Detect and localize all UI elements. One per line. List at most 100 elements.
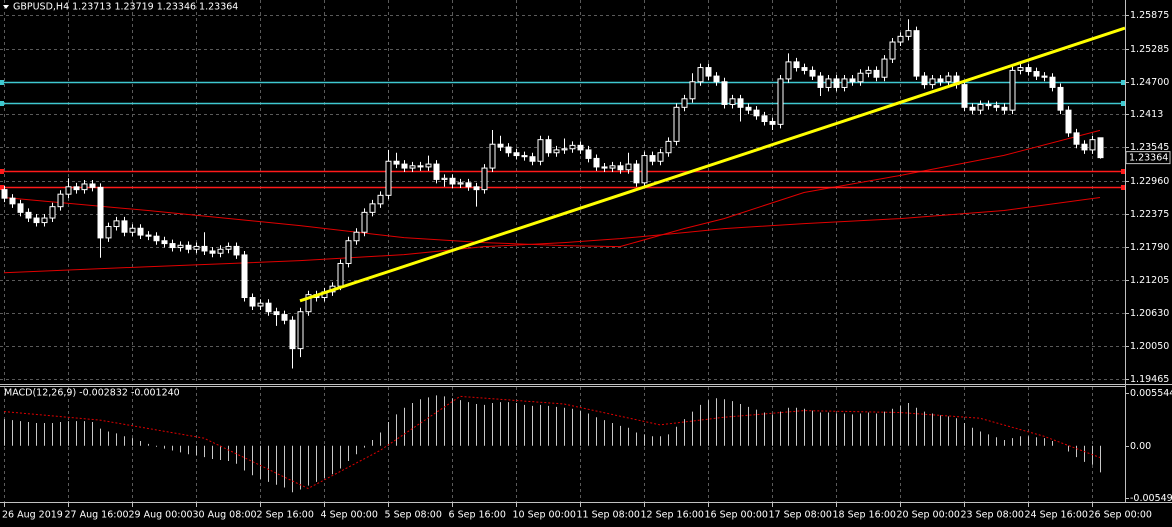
candle-body [649, 155, 656, 162]
symbol-icon [3, 5, 9, 9]
candle-body [657, 152, 664, 162]
candle-body [865, 69, 872, 74]
candle-body [553, 149, 560, 154]
candle-body [809, 69, 816, 77]
candle-body [889, 41, 896, 60]
candle-body [185, 244, 192, 250]
candle-body [1081, 143, 1088, 151]
candle-body [913, 30, 920, 77]
candle-body [665, 140, 672, 154]
candle-body [937, 78, 944, 83]
candle-body [497, 143, 504, 148]
candle-body [113, 220, 120, 228]
level-handle [0, 101, 4, 106]
last-price-label: 1.23364 [1129, 153, 1168, 164]
x-tick-label: 12 Sep 16:00 [641, 510, 704, 521]
candle-body [825, 78, 832, 88]
candle-body [377, 194, 384, 205]
candle-body [393, 160, 400, 165]
candle-body [705, 67, 712, 77]
candle-body [985, 103, 992, 107]
candle-body [593, 157, 600, 168]
y-tick-label: 1.20630 [1130, 308, 1169, 319]
candle-body [609, 165, 616, 169]
candle-body [233, 245, 240, 256]
candle-body [177, 244, 184, 249]
candle-body [529, 156, 536, 162]
candle-body [1009, 69, 1016, 111]
candle-body [697, 67, 704, 83]
y-tick-label: 0.005544 [1130, 388, 1172, 399]
level-handle [0, 185, 4, 190]
candle-body [681, 98, 688, 108]
candle-body [617, 165, 624, 171]
x-tick-label: 17 Sep 08:00 [769, 510, 832, 521]
candle-body [769, 121, 776, 125]
candle-body [849, 78, 856, 83]
candle-body [777, 78, 784, 125]
candle-body [121, 220, 128, 233]
candle-body [289, 319, 296, 350]
signal-line [3, 395, 1101, 490]
candle-body [673, 106, 680, 142]
y-tick-label: 1.21790 [1130, 242, 1169, 253]
y-tick-label: -0.005493 [1130, 493, 1172, 504]
candle-body [585, 149, 592, 159]
candle-body [441, 177, 448, 180]
candle-body [97, 186, 104, 239]
candle-body [9, 197, 16, 205]
candle-body [417, 165, 424, 168]
candle-body [689, 81, 696, 100]
y-tick-label: 1.21205 [1130, 275, 1169, 286]
candle-body [577, 144, 584, 151]
y-tick-label: 1.19465 [1130, 374, 1169, 385]
level-handle [0, 169, 4, 174]
x-tick-label: 11 Sep 08:00 [577, 510, 640, 521]
candle-body [721, 81, 728, 105]
moving-average [3, 129, 1101, 248]
macd-title: MACD(12,26,9) -0.002832 -0.001240 [4, 388, 180, 399]
candle-body [281, 314, 288, 321]
candle-body [569, 144, 576, 150]
candle-body [537, 139, 544, 162]
candle-body [201, 245, 208, 252]
candle-body [473, 186, 480, 191]
candle-body [561, 148, 568, 151]
candle-body [41, 217, 48, 224]
candle-body [817, 75, 824, 88]
candle-body [257, 302, 264, 307]
candle-body [89, 183, 96, 188]
candle-body [353, 231, 360, 242]
x-tick-label: 26 Sep 00:00 [1089, 510, 1152, 521]
candle-body [785, 61, 792, 80]
x-tick-label: 24 Sep 16:00 [1025, 510, 1088, 521]
y-tick-label: 0.00 [1130, 441, 1151, 452]
x-tick-label: 27 Aug 16:00 [65, 510, 129, 521]
candle-body [265, 302, 272, 313]
x-tick-label: 2 Sep 16:00 [257, 510, 314, 521]
level-handle [0, 80, 4, 85]
level-handle [1121, 80, 1125, 85]
candle-body [225, 245, 232, 250]
candle-body [969, 106, 976, 111]
candle-body [1097, 137, 1104, 159]
candle-body [1089, 139, 1096, 151]
candle-body [193, 245, 200, 250]
candle-body [881, 58, 888, 78]
candle-body [457, 182, 464, 185]
candle-body [1065, 109, 1072, 134]
candle-body [169, 243, 176, 249]
candle-body [81, 183, 88, 191]
moving-average [3, 197, 1101, 274]
candle-body [521, 155, 528, 158]
candle-body [993, 105, 1000, 108]
candle-body [249, 297, 256, 307]
chart-title: GBPUSD,H4 1.23713 1.23719 1.23346 1.2336… [13, 2, 238, 13]
candle-body [921, 75, 928, 86]
y-tick-label: 1.2413 [1130, 109, 1163, 120]
candle-body [977, 103, 984, 111]
candle-body [297, 311, 304, 350]
y-tick-label: 1.25875 [1130, 10, 1169, 21]
level-handle [1121, 101, 1125, 106]
